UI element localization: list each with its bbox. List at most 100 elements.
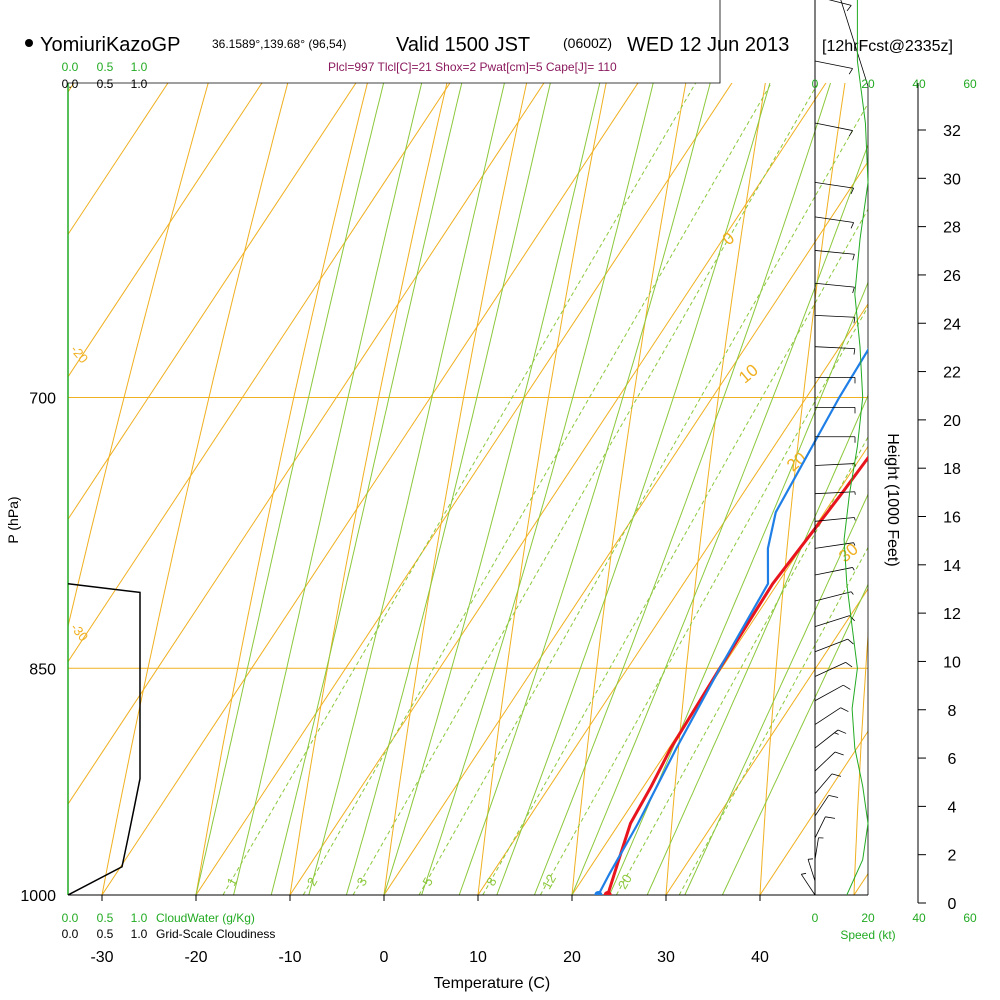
- moist-adiabat-line: [496, 83, 771, 895]
- wind-barb: [814, 182, 854, 189]
- speed-tick-top: 20: [861, 77, 875, 91]
- isotherm-line: [0, 0, 532, 895]
- y-axis-label: P (hPa): [5, 496, 21, 543]
- isotherm-line: [477, 303, 868, 895]
- wind-barb: [814, 684, 844, 702]
- wind-barb: [814, 638, 848, 653]
- wind-barb-half: [834, 732, 839, 735]
- moist-adiabat-line: [646, 394, 868, 895]
- wind-barb-flag: [848, 68, 853, 75]
- speed-tick-top: 40: [912, 77, 926, 91]
- moist-adiabat-line: [533, 83, 832, 895]
- cloudwater-tick-top: 0.5: [97, 60, 114, 74]
- mixing-ratio-line: [302, 83, 772, 895]
- height-tick-label: 18: [943, 461, 961, 478]
- isotherm-line: [195, 83, 733, 895]
- height-tick-label: 28: [943, 220, 961, 237]
- wind-barb: [807, 859, 816, 882]
- height-tick-label: 2: [948, 848, 957, 865]
- valid-time: Valid 1500 JST: [396, 34, 530, 56]
- wind-barb: [814, 816, 826, 839]
- height-tick-label: 22: [943, 365, 961, 382]
- temperature-tick-label: 10: [469, 949, 487, 966]
- isotherm-line: [0, 0, 438, 895]
- wind-barb: [800, 874, 816, 896]
- wind-barb-flag: [853, 348, 856, 355]
- cloudiness-tick-bottom: 1.0: [131, 927, 148, 941]
- wind-barb-half: [850, 591, 854, 595]
- wind-barb-flag: [831, 773, 842, 777]
- moist-adiabat-line: [458, 83, 711, 895]
- station-name: YomiuriKazoGP: [40, 34, 180, 56]
- mixing-ratio-label: 20: [615, 872, 635, 892]
- wind-barb-half: [852, 567, 855, 571]
- wind-barb-flag: [837, 729, 847, 734]
- wind-panel: [800, 0, 869, 896]
- temperature-tick-label: -20: [184, 949, 207, 966]
- wind-barb: [828, 0, 852, 6]
- isotherm-line: [853, 872, 868, 895]
- wind-barb: [814, 216, 854, 223]
- wind-barb-flag: [845, 662, 853, 668]
- speed-tick-bottom: 0: [812, 911, 819, 925]
- pressure-tick-label: 850: [29, 661, 56, 678]
- speed-tick-bottom: 20: [861, 911, 875, 925]
- wind-barb: [814, 314, 855, 318]
- wind-barb: [814, 542, 854, 549]
- dry-adiabat-label: -30: [68, 620, 92, 644]
- plot-frame: [67, 0, 869, 896]
- wind-barb-flag: [834, 751, 844, 756]
- isotherm-line: [68, 83, 545, 805]
- wind-barb: [814, 122, 853, 131]
- wind-barb: [814, 837, 819, 860]
- cloudwater-tick-bottom: 0.5: [97, 911, 114, 925]
- cloudiness-label: Grid-Scale Cloudiness: [156, 927, 275, 941]
- height-tick-label: 26: [943, 268, 961, 285]
- cloudwater-tick-top: 1.0: [131, 60, 148, 74]
- wind-barb-flag: [840, 707, 849, 712]
- height-tick-label: 10: [943, 654, 961, 671]
- height-tick-label: 0: [948, 896, 957, 913]
- speed-tick-bottom: 40: [912, 911, 926, 925]
- wind-barb-half: [808, 858, 814, 860]
- wind-barb-half: [853, 542, 856, 546]
- temperature-tick-label: 40: [751, 949, 769, 966]
- mixing-ratio-line: [222, 83, 697, 895]
- cloudiness-line: [68, 582, 141, 895]
- x-axis-label: Temperature (C): [434, 975, 550, 992]
- isotherm-line: [383, 160, 868, 895]
- isotherm-line: [0, 0, 626, 895]
- moist-adiabat-line: [270, 83, 463, 895]
- wind-barb-flag: [825, 816, 836, 819]
- dry-adiabat-line: [853, 629, 868, 895]
- wind-barb-flag: [843, 684, 851, 690]
- height-tick-label: 30: [943, 171, 961, 188]
- mixing-ratio-line: [482, 208, 868, 895]
- wind-barb: [814, 729, 839, 749]
- temperature-tick-label: 20: [563, 949, 581, 966]
- isotherm-line: [0, 0, 344, 895]
- height-tick-label: 24: [943, 316, 961, 333]
- temperature-tick-label: -10: [278, 949, 301, 966]
- speed-axis-label: Speed (kt): [840, 928, 895, 942]
- station-coords: 36.1589°,139.68° (96,54): [212, 37, 346, 51]
- profile-lines: [68, 347, 868, 895]
- surface-dewpoint-dot: [594, 891, 603, 895]
- cloudwater-tick-top: 0.0: [62, 60, 79, 74]
- wind-barb-flag: [847, 638, 854, 645]
- height-tick-label: 16: [943, 510, 961, 527]
- pressure-tick-label: 700: [29, 390, 56, 407]
- height-tick-label: 12: [943, 606, 961, 623]
- dry-adiabat-label: -20: [68, 342, 92, 366]
- wind-barb-flag: [850, 187, 855, 195]
- hodograph-boundary: [68, 0, 869, 895]
- mixing-ratio-label: 2: [304, 875, 321, 889]
- moist-adiabat-line: [721, 583, 868, 895]
- mixing-ratio-line: [352, 83, 819, 895]
- wind-barb-flag: [846, 5, 852, 12]
- height-tick-label: 6: [948, 751, 957, 768]
- height-axis-label: Height (1000 Feet): [884, 433, 901, 566]
- cloudiness-tick-bottom: 0.5: [97, 927, 114, 941]
- cloudiness-tick-top: 0.5: [97, 77, 114, 91]
- zulu-time: (0600Z): [563, 35, 612, 51]
